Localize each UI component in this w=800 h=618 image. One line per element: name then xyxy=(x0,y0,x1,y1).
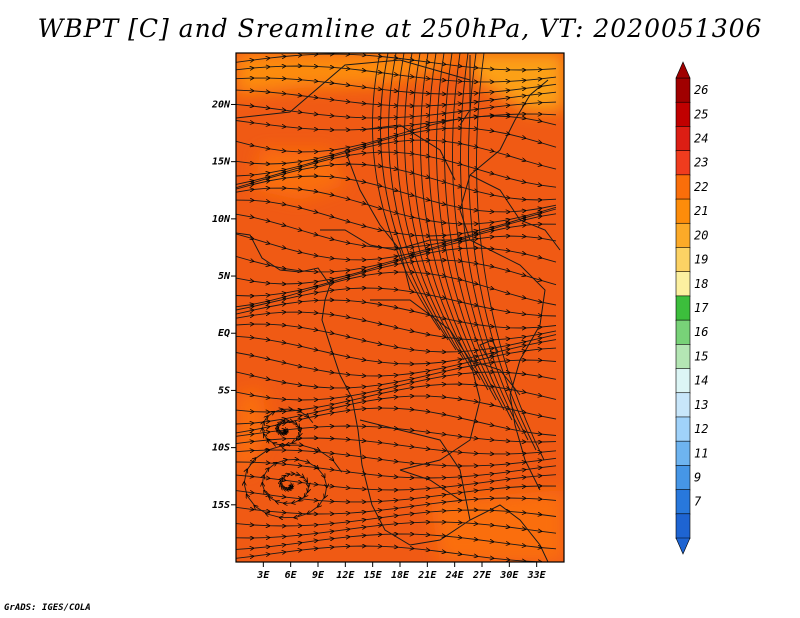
colorbar-segment xyxy=(675,416,691,442)
colorbar-segment xyxy=(675,247,691,273)
latitude-axis: 20N 15N 10N 5N EQ 5S 10S 15S xyxy=(211,99,236,511)
lon-tick-label: 18E xyxy=(391,570,410,581)
grads-credit: GrADS: IGES/COLA xyxy=(4,603,91,613)
streamline xyxy=(388,53,457,351)
colorbar-label: 9 xyxy=(694,470,701,484)
colorbar-label: 22 xyxy=(694,180,708,194)
colorbar-segment xyxy=(675,150,691,176)
lon-tick-label: 33E xyxy=(527,570,547,581)
colorbar-label: 26 xyxy=(694,83,708,97)
streamline xyxy=(396,53,465,361)
colorbar-label: 15 xyxy=(694,349,708,363)
colorbar-segment xyxy=(675,126,691,152)
colorbar-label: 20 xyxy=(694,228,708,242)
colorbar-label: 17 xyxy=(694,301,709,315)
colorbar-label: 21 xyxy=(694,204,708,218)
colorbar-segment xyxy=(675,174,691,200)
colorbar-segment xyxy=(675,489,691,515)
lat-tick-label: 15S xyxy=(212,500,230,511)
streamline xyxy=(372,53,441,331)
colorbar-label: 24 xyxy=(694,132,708,146)
colorbar-segment xyxy=(675,465,691,491)
colorbar-label: 11 xyxy=(694,446,708,460)
colorbar-bottom-triangle xyxy=(675,537,691,555)
streamline xyxy=(476,53,545,461)
colorbar-segment xyxy=(675,392,691,418)
streamline xyxy=(444,53,513,421)
lon-tick-label: 24E xyxy=(445,570,465,581)
streamline xyxy=(460,53,529,441)
lon-tick-label: 12E xyxy=(336,570,355,581)
colorbar-label: 7 xyxy=(694,495,702,509)
lat-tick-label: EQ xyxy=(218,328,230,339)
streamline xyxy=(420,53,489,391)
streamline xyxy=(236,546,557,562)
lon-tick-label: 6E xyxy=(285,570,298,581)
colorbar-label: 23 xyxy=(694,156,708,170)
streamline xyxy=(412,53,481,381)
colorbar-label: 18 xyxy=(694,277,708,291)
lon-tick-label: 9E xyxy=(312,570,325,581)
longitude-axis: 3E 6E 9E 12E 15E 18E 21E 24E 27E 30E 33E xyxy=(256,562,547,581)
lat-tick-label: 15N xyxy=(212,157,231,168)
streamline xyxy=(436,53,505,411)
colorbar-label: 12 xyxy=(694,422,708,436)
lat-tick-label: 10N xyxy=(212,214,231,225)
streamline xyxy=(380,53,449,341)
colorbar-top-triangle xyxy=(675,61,691,79)
colorbar-segment xyxy=(675,77,691,104)
colorbar-segment xyxy=(675,101,691,128)
lon-tick-label: 3E xyxy=(256,570,270,581)
streamline xyxy=(452,53,521,431)
lat-tick-label: 5S xyxy=(218,385,230,396)
colorbar-label: 14 xyxy=(694,374,708,388)
colorbar-segment xyxy=(675,513,691,539)
colorbar-segment xyxy=(675,295,691,321)
streamlines xyxy=(236,53,557,562)
colorbar: 26 25 24 23 22 21 20 19 18 17 16 15 14 13 12 11 9 7 xyxy=(675,61,709,555)
colorbar-label: 25 xyxy=(694,107,708,121)
colorbar-segment xyxy=(675,344,691,370)
colorbar-segment xyxy=(675,222,691,249)
streamline xyxy=(428,53,497,401)
lon-tick-label: 21E xyxy=(417,570,437,581)
page-title: WBPT [C] and Sreamline at 250hPa, VT: 20… xyxy=(37,14,763,43)
lat-tick-label: 10S xyxy=(212,443,230,454)
colorbar-label: 19 xyxy=(694,253,708,267)
streamline xyxy=(404,53,473,371)
lon-tick-label: 30E xyxy=(499,570,519,581)
lon-tick-label: 27E xyxy=(472,570,492,581)
spiral-vortex-south xyxy=(244,445,343,518)
colorbar-segment xyxy=(675,271,691,297)
spiral-vortex-mid xyxy=(262,409,314,445)
colorbar-segment xyxy=(675,198,691,225)
temperature-fill xyxy=(236,53,564,562)
map-panel xyxy=(236,53,564,562)
colorbar-label: 13 xyxy=(694,398,708,412)
lat-tick-label: 20N xyxy=(211,99,231,110)
colorbar-label: 16 xyxy=(694,325,708,339)
lat-tick-label: 5N xyxy=(218,271,231,282)
colorbar-segment xyxy=(675,319,691,346)
lon-tick-label: 15E xyxy=(364,570,383,581)
colorbar-segment xyxy=(675,368,691,394)
colorbar-segment xyxy=(675,440,691,467)
streamline xyxy=(468,53,537,451)
